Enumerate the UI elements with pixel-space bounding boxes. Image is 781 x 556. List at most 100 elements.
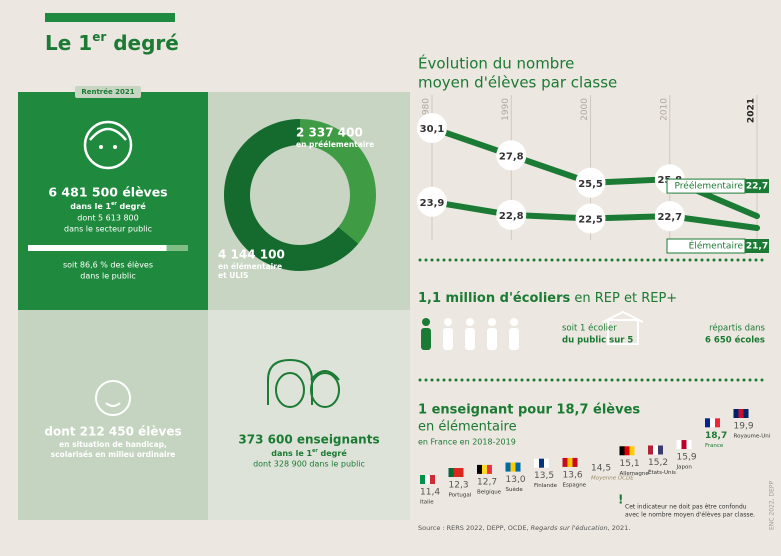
tag <box>75 86 141 98</box>
smile <box>105 402 121 407</box>
ratio-value: 18,7 <box>705 431 727 441</box>
value-label: 22,8 <box>499 211 524 222</box>
separator-dot <box>586 258 590 262</box>
text-part: Le 1 <box>45 31 92 55</box>
separator-dot <box>640 258 644 262</box>
separator-dot <box>562 378 566 382</box>
separator-dot <box>754 258 758 262</box>
flag-stripe <box>624 446 630 456</box>
separator-dot <box>700 378 704 382</box>
disability-line: scolarisés en milieu ordinaire <box>51 450 176 459</box>
disability-icon <box>95 380 131 416</box>
ratio-value: 12,7 <box>477 477 497 487</box>
separator-dot <box>742 378 746 382</box>
ratio-country: Royaume-Uni <box>734 434 771 440</box>
separator-dot <box>508 258 512 262</box>
donut-caption: en préélementaire <box>296 140 374 149</box>
person-body <box>421 328 431 350</box>
separator-dot <box>466 378 470 382</box>
value-bubble <box>496 140 527 171</box>
donut-segment <box>223 119 359 271</box>
flag-stripe <box>715 418 720 428</box>
separator-dot <box>622 378 626 382</box>
text-part: Regards sur l'éducation <box>531 524 608 532</box>
flag-stripe <box>567 457 573 467</box>
ratio-value: 13,0 <box>506 475 526 485</box>
flag-stripe <box>738 409 744 418</box>
student-icon-hair <box>89 127 127 141</box>
value-bubble <box>575 203 606 234</box>
separator-dot <box>502 378 506 382</box>
separator-dot <box>418 258 422 262</box>
separator-dot <box>448 258 452 262</box>
students-public: dans le secteur public <box>64 225 152 234</box>
flag-stripe <box>482 464 487 474</box>
separator-dot <box>700 258 704 262</box>
separator-dot <box>550 378 554 382</box>
separator-dot <box>688 258 692 262</box>
separator-dot <box>604 378 608 382</box>
school-roof <box>602 310 644 323</box>
donut-value: 2 337 400 <box>296 126 363 140</box>
text-part: degré <box>106 31 179 55</box>
separator-dot <box>736 258 740 262</box>
donut-segment <box>300 119 376 244</box>
chart-title: Évolution du nombre <box>418 54 574 73</box>
donut-caption: et ULIS <box>218 271 248 280</box>
teachers-title: 373 600 enseignants <box>238 433 379 447</box>
x-tick-label: 1980 <box>422 98 432 121</box>
separator-dot <box>460 258 464 262</box>
text-part: er <box>111 201 117 207</box>
students-scope: dans le 1er degré <box>70 201 146 211</box>
separator-dot <box>574 258 578 262</box>
eye <box>113 145 117 149</box>
separator-dot <box>532 378 536 382</box>
person-head <box>466 318 474 326</box>
legend-label: Élémentaire <box>689 240 744 252</box>
donut-caption: en élémentaire <box>218 262 282 271</box>
text-part: , 2021. <box>608 524 631 532</box>
end-value-box <box>745 179 769 194</box>
value-label: 27,8 <box>499 151 524 162</box>
flag-stripe <box>458 468 464 478</box>
separator-dot <box>550 258 554 262</box>
teachers-public: dont 328 900 dans le public <box>253 460 365 469</box>
ratio-country: Moyenne OCDE <box>591 475 634 481</box>
separator-dot <box>466 258 470 262</box>
separator-dot <box>556 258 560 262</box>
end-value-label: 22,7 <box>746 182 768 192</box>
separator-dot <box>562 258 566 262</box>
flag-stripe <box>448 468 454 478</box>
flag-stripe <box>534 458 539 468</box>
separator-dot <box>586 378 590 382</box>
teacher-face <box>275 372 305 408</box>
ratio-value: 19,9 <box>734 422 754 432</box>
separator-dot <box>742 258 746 262</box>
ratio-subtitle: en élémentaire <box>418 420 517 435</box>
separator-dot <box>634 378 638 382</box>
person-body <box>465 328 475 350</box>
separator-dot <box>676 378 680 382</box>
separator-dot <box>712 258 716 262</box>
text-part: er <box>312 448 318 454</box>
flag-stripe <box>619 446 625 456</box>
text-part: degré <box>318 448 348 458</box>
flag-stripe <box>425 475 430 484</box>
end-value-box <box>745 239 769 253</box>
separator-dot <box>454 378 458 382</box>
flag-stripe <box>743 409 749 418</box>
separator-dot <box>538 258 542 262</box>
separator-dot <box>478 258 482 262</box>
separator-dot <box>556 378 560 382</box>
flag-stripe <box>453 468 459 478</box>
disclaimer: Cet indicateur ne doit pas être confondu <box>625 504 747 511</box>
separator-dot <box>670 258 674 262</box>
separator-dot <box>682 258 686 262</box>
value-bubble <box>575 167 606 198</box>
separator-dot <box>718 258 722 262</box>
separator-dot <box>604 258 608 262</box>
separator-dot <box>430 378 434 382</box>
disability-line: en situation de handicap, <box>59 440 167 449</box>
person-body <box>509 328 519 350</box>
ratio-country: États-Unis <box>648 468 676 476</box>
